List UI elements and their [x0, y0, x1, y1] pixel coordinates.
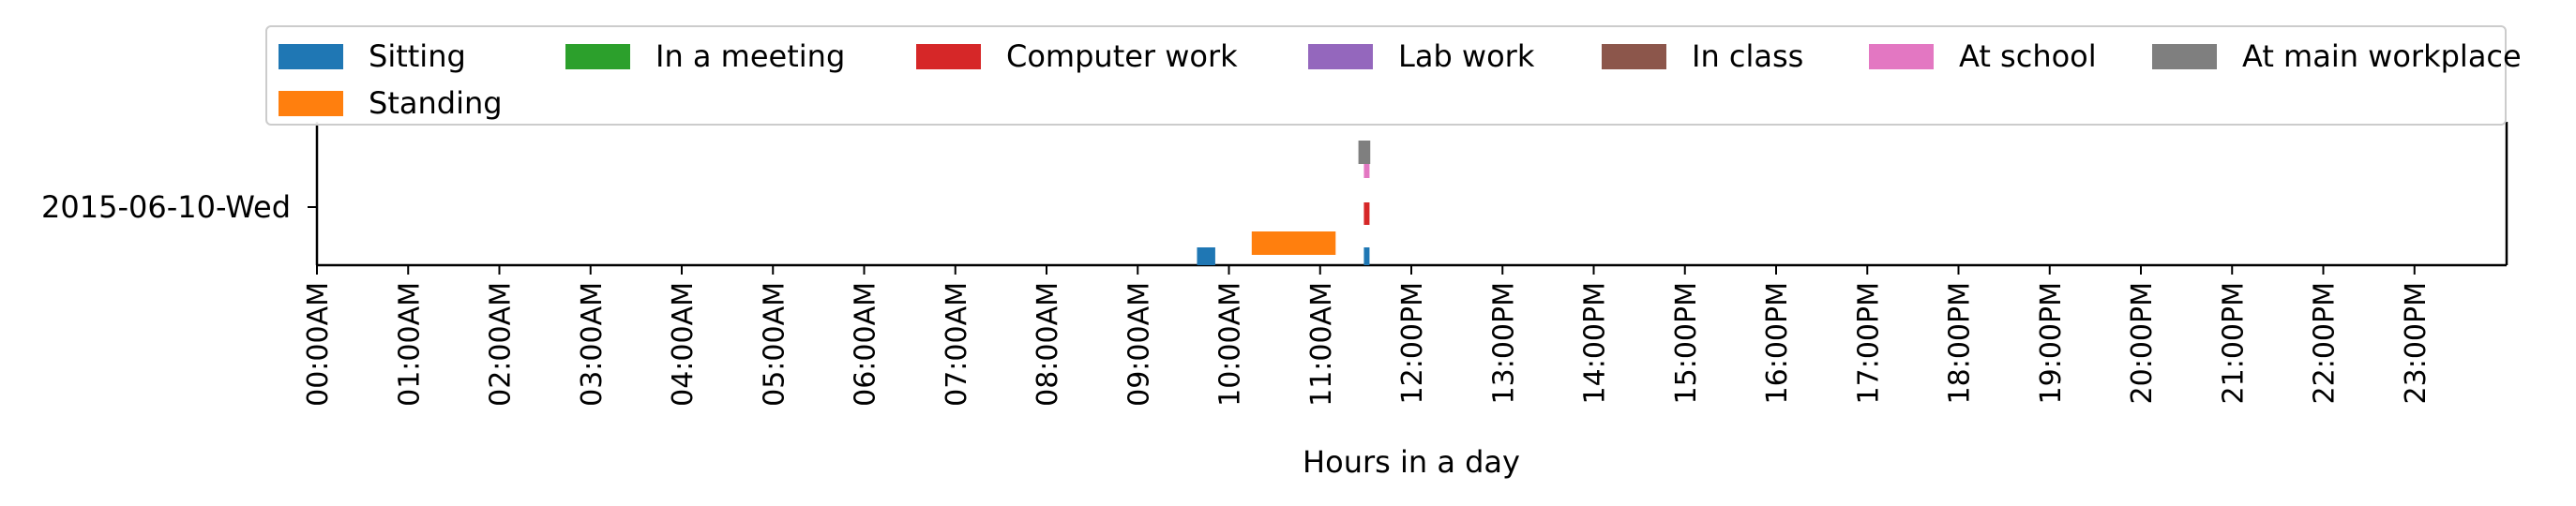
- legend-item-standing: Standing: [279, 85, 503, 121]
- x-tick-label: 23:00PM: [2400, 282, 2433, 404]
- legend-swatch: [2152, 43, 2217, 69]
- legend-item-in-a-meeting: In a meeting: [565, 38, 846, 74]
- x-tick-label: 07:00AM: [941, 282, 973, 407]
- bar-computer-work: [1363, 202, 1370, 225]
- legend-swatch: [279, 90, 343, 116]
- legend-label: In a meeting: [655, 38, 846, 74]
- x-tick-label: 02:00AM: [485, 282, 518, 407]
- x-tick-label: 06:00AM: [850, 282, 882, 407]
- y-axis: 2015-06-10-Wed: [41, 189, 317, 225]
- x-tick-label: 17:00PM: [1852, 282, 1885, 404]
- x-tick-label: 18:00PM: [1944, 282, 1977, 404]
- bar-standing: [1251, 231, 1336, 255]
- x-tick-label: 22:00PM: [2309, 282, 2342, 404]
- bar-at-main-workplace: [1358, 141, 1371, 164]
- legend-label: Lab work: [1398, 38, 1535, 74]
- x-tick-label: 10:00AM: [1214, 282, 1247, 407]
- x-tick-label: 11:00AM: [1305, 282, 1338, 407]
- legend-label: In class: [1692, 38, 1804, 74]
- x-tick-label: 20:00PM: [2126, 282, 2159, 404]
- legend-swatch: [1869, 43, 1934, 69]
- bar-sitting: [1363, 247, 1370, 265]
- x-tick-label: 14:00PM: [1579, 282, 1612, 404]
- x-tick-label: 16:00PM: [1761, 282, 1794, 404]
- legend-item-computer-work: Computer work: [916, 38, 1238, 74]
- chart-legend: Sitting Standing In a meeting Computer work…: [265, 25, 2522, 126]
- legend-swatch: [916, 43, 981, 69]
- legend-label: At main workplace: [2242, 38, 2522, 74]
- bar-sitting: [1197, 247, 1215, 265]
- x-tick-label: 15:00PM: [1670, 282, 1703, 404]
- legend-label: Computer work: [1006, 38, 1238, 74]
- legend-swatch: [1308, 43, 1373, 69]
- legend-swatch: [1602, 43, 1666, 69]
- bar-at-school: [1363, 161, 1370, 178]
- x-axis-label: Hours in a day: [1303, 444, 1520, 480]
- legend-label: At school: [1959, 38, 2097, 74]
- legend-item-sitting: Sitting: [279, 38, 466, 74]
- legend-item-at-main-workplace: At main workplace: [2152, 38, 2522, 74]
- x-axis: 00:00AM 01:00AM 02:00AM 03:00AM 04:00AM 05:00…: [302, 265, 2433, 407]
- plot-frame: [315, 122, 2508, 267]
- x-tick-label: 08:00AM: [1032, 282, 1064, 407]
- legend-swatch: [279, 43, 343, 69]
- x-tick-label: 00:00AM: [302, 282, 335, 407]
- y-tick-label: 2015-06-10-Wed: [41, 189, 291, 225]
- x-tick-label: 01:00AM: [393, 282, 426, 407]
- x-tick-label: 13:00PM: [1487, 282, 1520, 404]
- x-tick-label: 19:00PM: [2035, 282, 2068, 404]
- x-tick-label: 05:00AM: [758, 282, 791, 407]
- legend-swatch: [565, 43, 630, 69]
- x-tick-label: 21:00PM: [2217, 282, 2250, 404]
- x-tick-label: 12:00PM: [1396, 282, 1429, 404]
- legend-label: Standing: [369, 85, 503, 121]
- legend-label: Sitting: [369, 38, 466, 74]
- legend-item-at-school: At school: [1869, 38, 2097, 74]
- activity-bars: [1197, 141, 1371, 265]
- legend-item-in-class: In class: [1602, 38, 1804, 74]
- x-tick-label: 09:00AM: [1122, 282, 1155, 407]
- x-tick-label: 03:00AM: [576, 282, 609, 407]
- legend-item-lab-work: Lab work: [1308, 38, 1535, 74]
- x-tick-label: 04:00AM: [667, 282, 700, 407]
